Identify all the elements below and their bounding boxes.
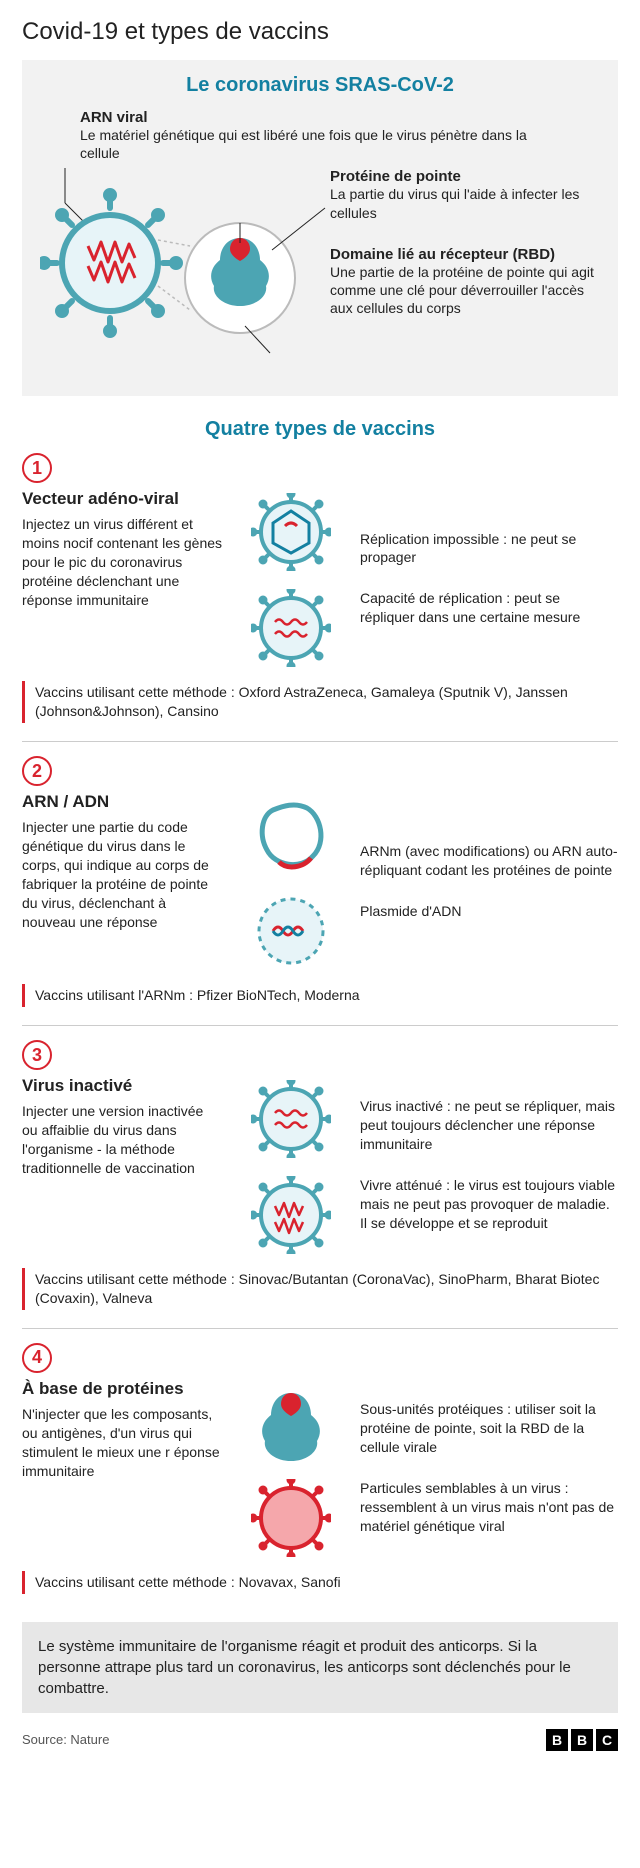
vaccine-block: 1 Vecteur adéno-viral Injectez un virus … [22, 449, 618, 737]
adenovirus-nonreplicating-icon [251, 493, 331, 571]
vaccine-block: 4 À base de protéines N'injecter que les… [22, 1328, 618, 1608]
vaccine-name: Vecteur adéno-viral [22, 489, 222, 509]
vaccine-note: Virus inactivé : ne peut se répliquer, m… [360, 1097, 618, 1154]
vaccine-method: Vaccins utilisant l'ARNm : Pfizer BioNTe… [22, 984, 618, 1007]
vaccine-desc: N'injecter que les composants, ou antigè… [22, 1405, 222, 1481]
vaccine-desc: Injecter une partie du code génétique du… [22, 818, 222, 931]
vaccine-note: Capacité de réplication : peut se répliq… [360, 589, 618, 627]
vaccine-note: Sous-unités protéiques : utiliser soit l… [360, 1400, 618, 1457]
spike-block: Protéine de pointe La partie du virus qu… [330, 168, 600, 221]
spike-label: Protéine de pointe [330, 168, 600, 185]
intro-heading: Le coronavirus SRAS-CoV-2 [40, 74, 600, 97]
vaccine-desc: Injecter une version inactivée ou affaib… [22, 1102, 222, 1178]
page-title: Covid-19 et types de vaccins [22, 18, 618, 46]
arn-block: ARN viral Le matériel génétique qui est … [80, 109, 600, 162]
arn-label: ARN viral [80, 109, 600, 126]
vaccine-number-badge: 3 [22, 1040, 52, 1070]
vaccine-block: 3 Virus inactivé Injecter une version in… [22, 1025, 618, 1324]
vaccine-name: À base de protéines [22, 1379, 222, 1399]
vaccine-note: ARNm (avec modifications) ou ARN auto-ré… [360, 842, 618, 880]
section-title: Quatre types de vaccins [22, 418, 618, 441]
intro-panel: Le coronavirus SRAS-CoV-2 ARN viral Le m… [22, 60, 618, 396]
spike-desc: La partie du virus qui l'aide à infecter… [330, 185, 600, 221]
mrna-blob-icon [251, 796, 331, 874]
vaccine-note: Réplication impossible : ne peut se prop… [360, 530, 618, 568]
coronavirus-diagram-icon [40, 168, 330, 378]
virus-like-particle-icon [251, 1479, 331, 1557]
vaccine-number-badge: 1 [22, 453, 52, 483]
vaccine-desc: Injectez un virus différent et moins noc… [22, 515, 222, 609]
vaccine-method: Vaccins utilisant cette méthode : Novava… [22, 1571, 618, 1594]
protein-subunit-icon [251, 1383, 331, 1461]
vaccine-number-badge: 4 [22, 1343, 52, 1373]
vaccine-method: Vaccins utilisant cette méthode : Sinova… [22, 1268, 618, 1310]
vaccine-block: 2 ARN / ADN Injecter une partie du code … [22, 741, 618, 1021]
vaccine-name: ARN / ADN [22, 792, 222, 812]
bbc-logo-icon: BBC [546, 1729, 618, 1751]
vaccine-note: Plasmide d'ADN [360, 902, 618, 921]
vaccine-number-badge: 2 [22, 756, 52, 786]
inactivated-virus-icon [251, 1080, 331, 1158]
footer: Source: Nature BBC [22, 1729, 618, 1751]
arn-desc: Le matériel génétique qui est libéré une… [80, 126, 560, 162]
rbd-label: Domaine lié au récepteur (RBD) [330, 246, 600, 263]
dna-plasmid-icon [251, 892, 331, 970]
vaccine-note: Particules semblables à un virus : resse… [360, 1479, 618, 1536]
source-label: Source: Nature [22, 1732, 109, 1747]
attenuated-virus-icon [251, 1176, 331, 1254]
vaccine-method: Vaccins utilisant cette méthode : Oxford… [22, 681, 618, 723]
adenovirus-replicating-icon [251, 589, 331, 667]
closing-note: Le système immunitaire de l'organisme ré… [22, 1622, 618, 1713]
rbd-desc: Une partie de la protéine de pointe qui … [330, 263, 600, 318]
rbd-block: Domaine lié au récepteur (RBD) Une parti… [330, 246, 600, 318]
vaccine-name: Virus inactivé [22, 1076, 222, 1096]
vaccine-note: Vivre atténué : le virus est toujours vi… [360, 1176, 618, 1233]
